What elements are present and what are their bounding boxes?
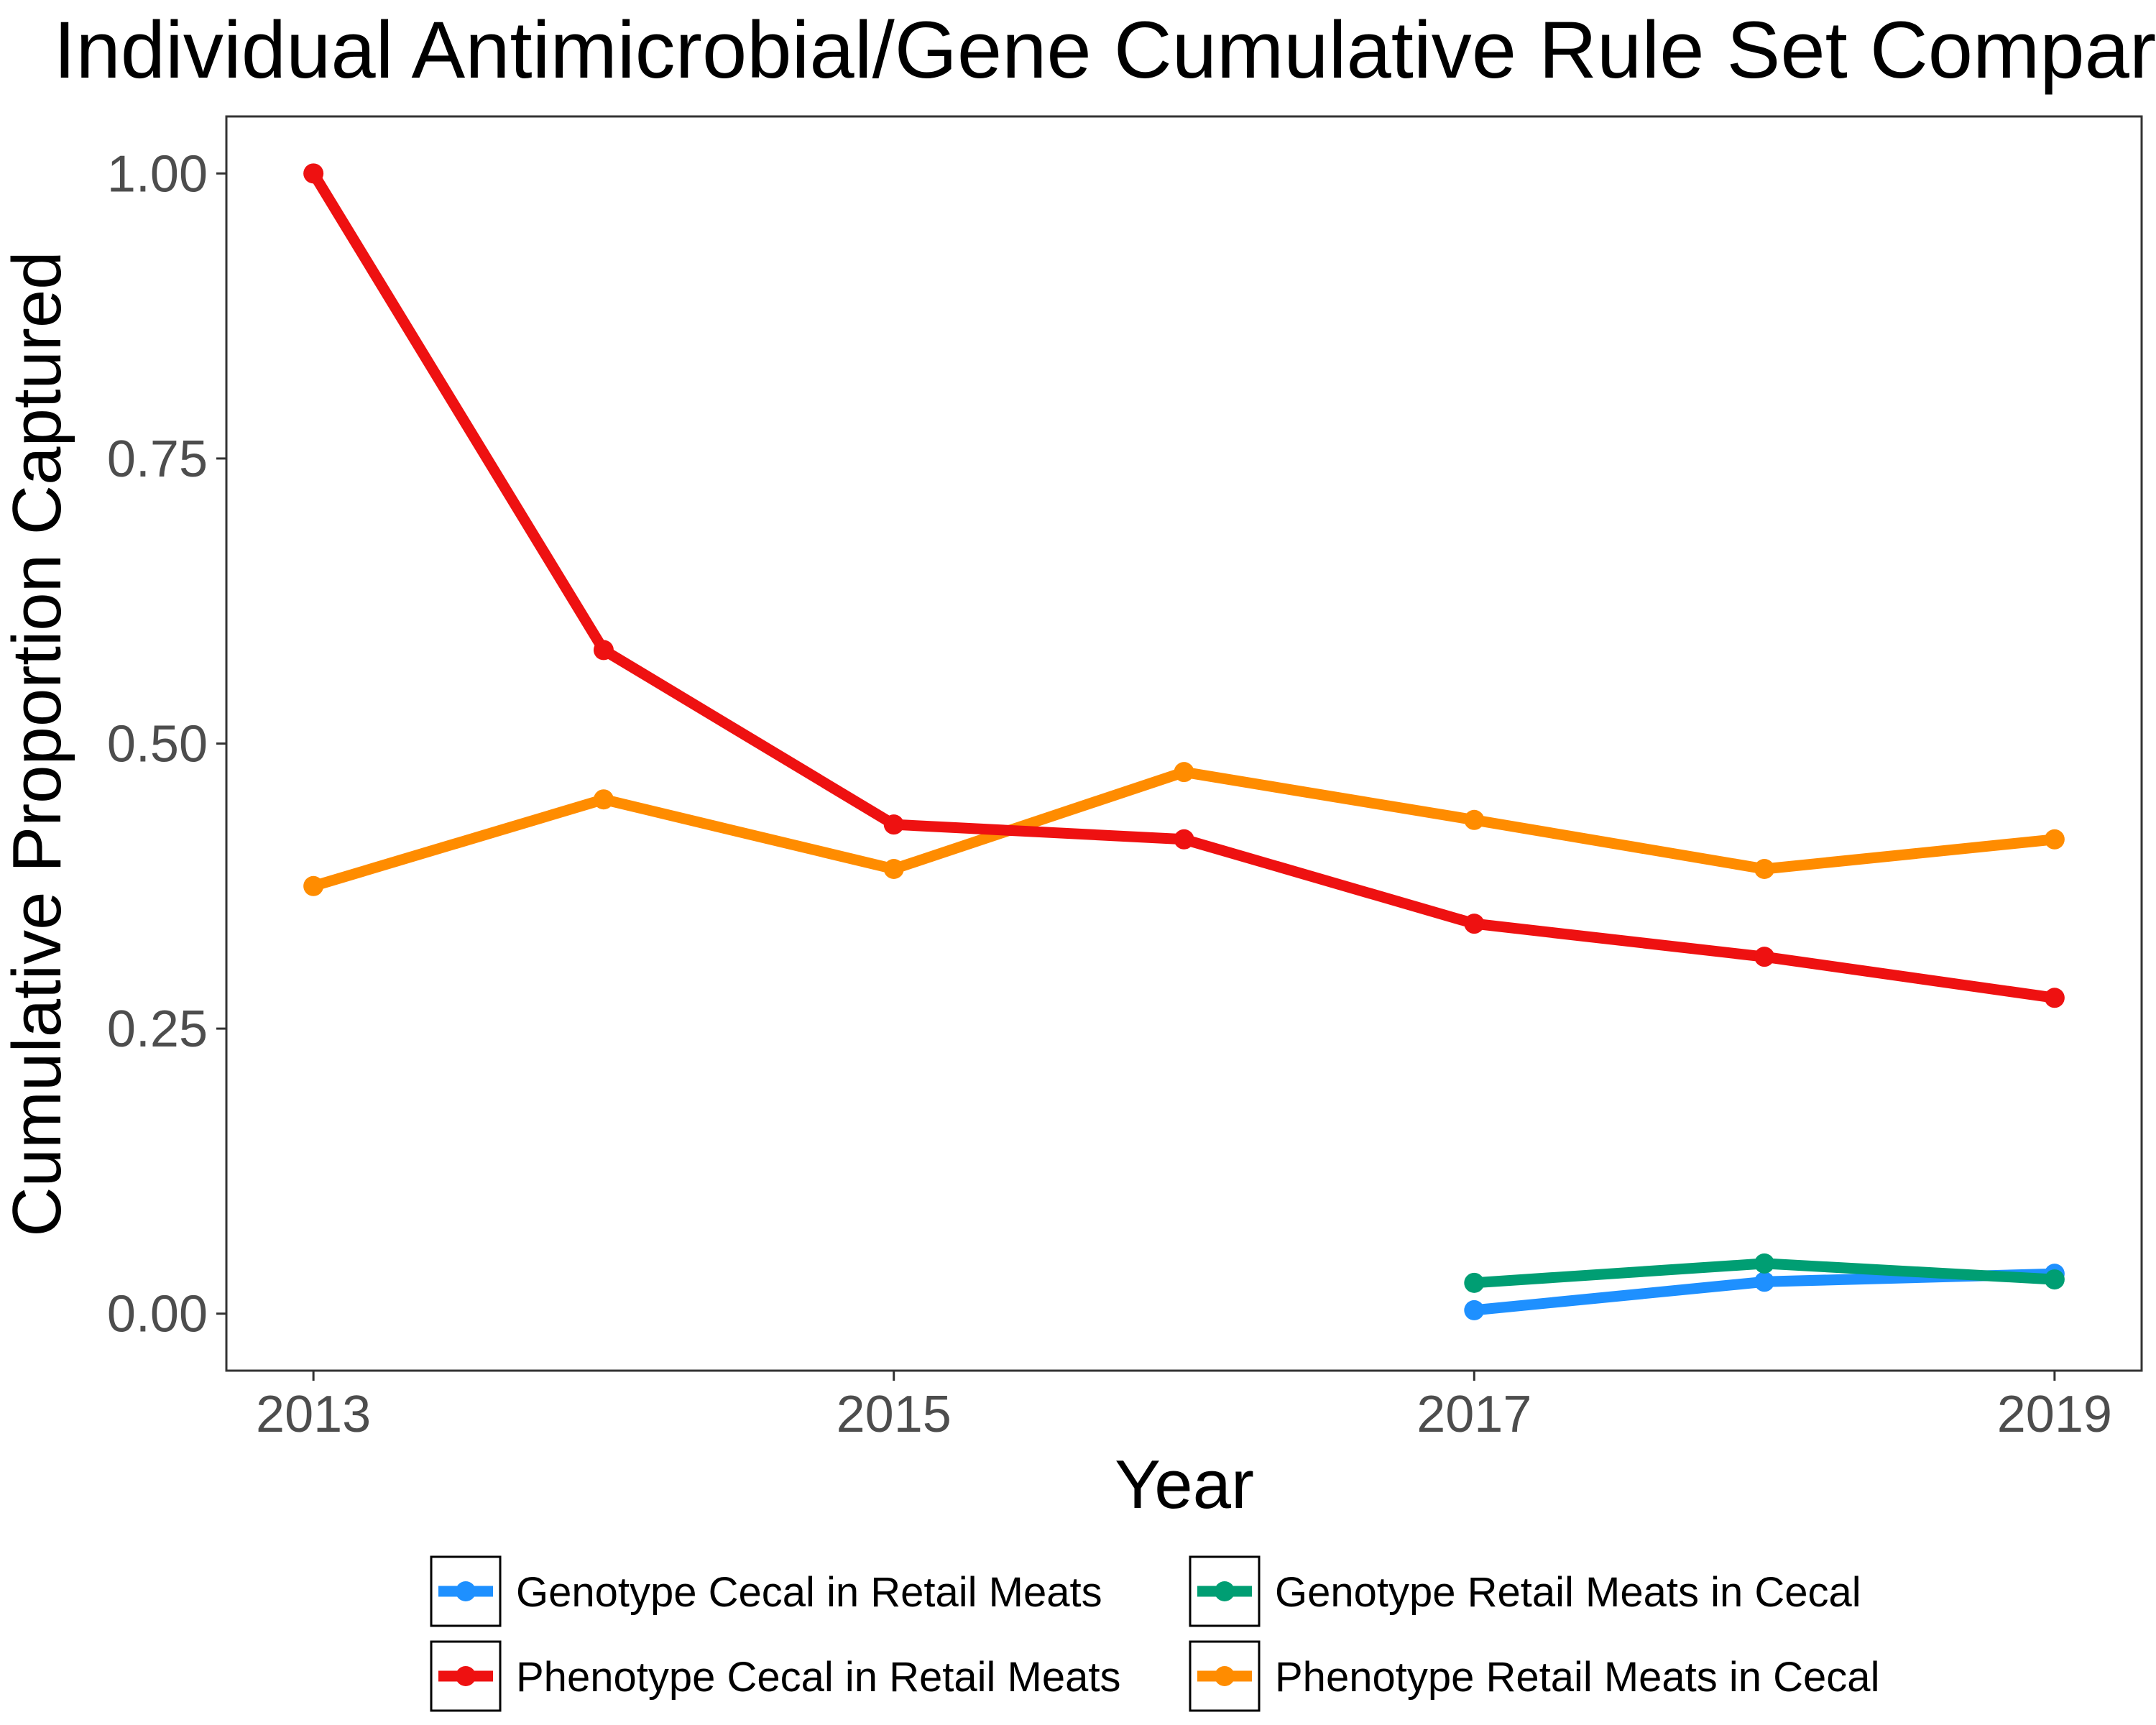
legend-label: Genotype Retail Meats in Cecal	[1275, 1569, 1861, 1616]
legend-item: Genotype Cecal in Retail Meats	[430, 1555, 1102, 1627]
x-axis-title: Year	[1115, 1446, 1254, 1523]
data-point	[2044, 829, 2065, 850]
legend-key-point	[456, 1581, 476, 1601]
plot-area	[303, 163, 2065, 1320]
data-point	[883, 814, 904, 835]
legend-label: Phenotype Retail Meats in Cecal	[1275, 1654, 1879, 1701]
legend-key-point	[456, 1666, 476, 1686]
chart-title: Individual Antimicrobial/Gene Cumulative…	[53, 5, 2156, 95]
legend-label: Genotype Cecal in Retail Meats	[516, 1569, 1102, 1616]
data-point	[1464, 809, 1485, 830]
y-tick-label: 0.50	[107, 716, 208, 773]
data-point	[593, 789, 614, 810]
data-point	[303, 163, 324, 184]
data-point	[593, 640, 614, 661]
x-tick-label: 2013	[256, 1386, 371, 1443]
data-point	[2044, 988, 2065, 1008]
y-tick-label: 1.00	[107, 145, 208, 203]
y-axis-title: Cumulative Proportion Captured	[0, 251, 75, 1236]
data-point	[1464, 1300, 1485, 1320]
series-genotype-retail-meats-in-cecal	[1464, 1253, 2065, 1293]
data-point	[883, 859, 904, 879]
data-point	[2044, 1269, 2065, 1290]
legend-key-point	[1215, 1581, 1235, 1601]
series-phenotype-retail-meats-in-cecal	[303, 762, 2065, 896]
data-point	[1754, 947, 1775, 967]
legend-key-point	[1215, 1666, 1235, 1686]
data-point	[1464, 914, 1485, 934]
legend: Genotype Cecal in Retail Meats Genotype R…	[430, 1555, 1879, 1712]
series-phenotype-cecal-in-retail-meats	[303, 163, 2065, 1008]
data-point	[1754, 1271, 1775, 1292]
legend-item: Genotype Retail Meats in Cecal	[1189, 1555, 1861, 1627]
data-point	[1754, 859, 1775, 879]
x-axis: 2013 2015 2017 2019	[256, 1371, 2112, 1443]
y-tick-label: 0.25	[107, 1000, 208, 1058]
plot-panel	[225, 115, 2143, 1372]
data-point	[1464, 1272, 1485, 1293]
x-tick-label: 2019	[1997, 1386, 2112, 1443]
legend-item: Phenotype Cecal in Retail Meats	[430, 1640, 1120, 1712]
y-tick-label: 0.75	[107, 431, 208, 488]
x-tick-label: 2017	[1416, 1386, 1531, 1443]
data-point	[1754, 1253, 1775, 1274]
y-tick-label: 0.00	[107, 1286, 208, 1343]
data-point	[1174, 762, 1194, 783]
y-axis: 0.00 0.25 0.50 0.75 1.00	[107, 145, 226, 1343]
legend-label: Phenotype Cecal in Retail Meats	[516, 1654, 1120, 1701]
data-point	[303, 875, 324, 896]
legend-item: Phenotype Retail Meats in Cecal	[1189, 1640, 1879, 1712]
data-point	[1174, 829, 1194, 850]
x-tick-label: 2015	[837, 1386, 952, 1443]
